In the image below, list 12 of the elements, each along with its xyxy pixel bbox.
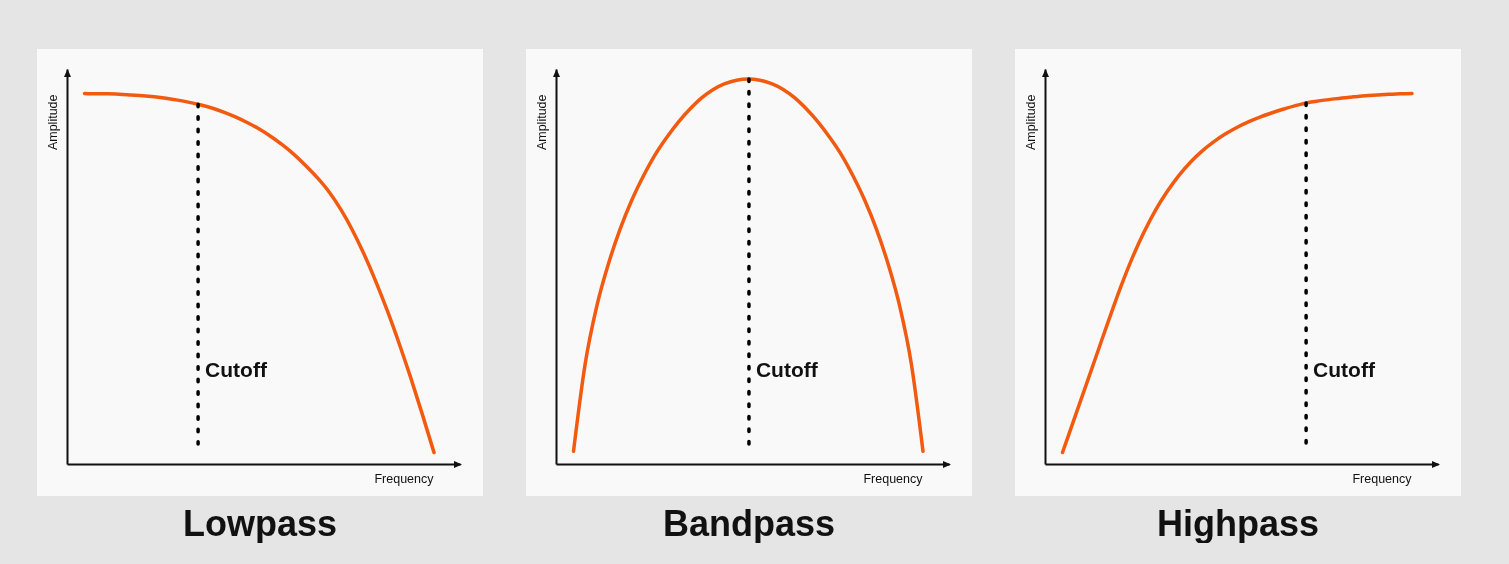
annotation: Cutoff [1313, 358, 1376, 381]
y-axis-title: Amplitude [46, 94, 60, 151]
y-axis-title: Amplitude [535, 94, 549, 151]
y-axis-title: Amplitude [1024, 94, 1038, 151]
annotation: Cutoff [205, 358, 268, 381]
x-axis-title: Frequency [374, 471, 435, 486]
x-axis-title: Frequency [863, 471, 924, 486]
text: Highpass [1156, 503, 1320, 544]
annotation: Cutoff [755, 358, 819, 381]
text: Lowpass [182, 503, 338, 544]
text: Bandpass [662, 503, 836, 544]
x-axis-title: Frequency [1352, 471, 1413, 486]
